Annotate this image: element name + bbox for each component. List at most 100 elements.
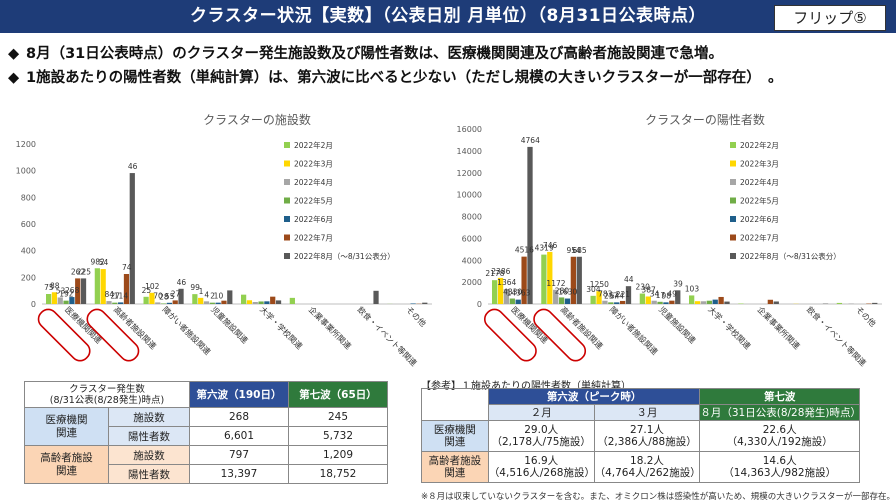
- y-tick-label: 8000: [462, 213, 482, 222]
- bar: [521, 256, 527, 304]
- table2-sub-mar: ３月: [593, 404, 701, 421]
- bar: [608, 302, 614, 304]
- data-label: 14363: [507, 289, 531, 298]
- x-tick-label: 障がい者施設関連: [160, 304, 212, 356]
- table1-header-line1: クラスター発生数: [69, 383, 145, 395]
- bar: [80, 278, 87, 304]
- bar: [106, 301, 112, 304]
- bar: [675, 290, 681, 304]
- table1-cell: 1,209: [288, 445, 388, 465]
- data-label: 2386: [491, 267, 510, 276]
- table1-cell: 13,397: [189, 464, 289, 484]
- data-label: 1364: [497, 278, 516, 287]
- y-tick-label: 600: [21, 220, 36, 229]
- page-title: クラスター状況【実数】（公表日別 月単位）（8月31日公表時点）: [189, 6, 707, 26]
- data-label: 4319: [535, 244, 554, 253]
- table2-cell: 14.6人 （14,363人/982施設）: [699, 451, 860, 483]
- bar: [590, 295, 596, 304]
- y-tick-label: 800: [21, 193, 36, 202]
- table1-cell: 245: [288, 407, 388, 427]
- legend-swatch: [730, 160, 736, 167]
- bar: [651, 300, 657, 304]
- data-label: 54: [99, 258, 109, 267]
- table1-col-wave6: 第六波（190日）: [189, 381, 289, 408]
- x-tick-label: 企業事業所関連: [755, 304, 802, 351]
- table1-cell: 797: [189, 445, 289, 465]
- table2-group-medical: 医療機関 関連: [421, 420, 489, 452]
- bar: [773, 301, 779, 304]
- legend-swatch: [284, 216, 290, 222]
- table1-metric: 施設数: [108, 407, 190, 427]
- data-label: 1630: [558, 288, 577, 297]
- cell-main: 22.6人: [762, 424, 797, 436]
- group-line1: 高齢者施設: [40, 451, 93, 464]
- table1-cell: 6,601: [189, 426, 289, 446]
- y-tick-label: 10000: [457, 191, 482, 200]
- bar: [129, 173, 135, 304]
- y-tick-label: 4000: [462, 256, 482, 265]
- bar: [625, 286, 632, 304]
- group-line2: 関連: [56, 464, 77, 477]
- data-label: 46: [128, 162, 138, 171]
- table1-header-label: クラスター発生数 (8/31公表(8/28発生)時点): [24, 381, 190, 408]
- bar: [410, 303, 416, 304]
- data-label: 75: [44, 283, 54, 292]
- legend-swatch: [730, 253, 736, 259]
- legend-label: 2022年5月: [740, 196, 779, 206]
- data-label: 4764: [521, 136, 540, 145]
- data-label: 1172: [546, 279, 565, 288]
- header-bar: [0, 0, 896, 33]
- table2-cell: 22.6人 （4,330人/192施設）: [699, 420, 860, 452]
- bar: [570, 256, 577, 304]
- bar: [718, 296, 724, 304]
- data-label: 53: [56, 286, 66, 295]
- x-tick-label: 大学・学校関連: [258, 304, 305, 351]
- bar: [602, 300, 608, 304]
- bar: [669, 300, 675, 304]
- table1-group-medical: 医療機関 関連: [24, 407, 109, 446]
- bar: [46, 294, 52, 304]
- cluster-count-table: クラスター発生数 (8/31公表(8/28発生)時点) 第六波（190日） 第七…: [24, 381, 388, 484]
- y-tick-label: 200: [21, 273, 36, 282]
- bar: [69, 297, 75, 304]
- x-tick-label: 企業事業所関連: [307, 304, 354, 351]
- table2-sub-feb: ２月: [487, 404, 595, 421]
- data-label: 27: [171, 289, 181, 298]
- legend-label: 2022年8月（～8/31公表分）: [740, 251, 841, 261]
- bar: [246, 300, 253, 304]
- table1-col-wave7: 第七波（65日）: [288, 381, 388, 408]
- data-label: 103: [685, 284, 700, 293]
- bullet-2: ◆ 1施設あたりの陽性者数（単純計算）は、第六波に比べると少ない（ただし規模の大き…: [8, 66, 783, 87]
- table2-cell: 29.0人 （2,178人/75施設）: [487, 420, 595, 452]
- data-label: 55: [165, 292, 175, 301]
- bar: [706, 300, 712, 304]
- bar: [836, 302, 843, 304]
- legend-label: 2022年2月: [294, 140, 333, 150]
- bar: [576, 256, 582, 304]
- data-label: 268: [65, 286, 80, 295]
- x-tick-label: 障がい者施設関連: [608, 304, 660, 356]
- bar: [558, 297, 565, 304]
- table2-sub-aug: ８月（31日公表(8/28発生)時点）: [699, 404, 861, 421]
- bar: [694, 301, 701, 304]
- y-tick-label: 12000: [457, 169, 482, 178]
- cell-main: 16.9人: [524, 455, 559, 467]
- bar: [596, 291, 602, 304]
- table1-cell: 18,752: [288, 464, 388, 484]
- bar: [94, 268, 100, 304]
- bar: [51, 292, 58, 304]
- legend-label: 2022年5月: [294, 196, 333, 206]
- table2-cell: 27.1人 （2,386人/88施設）: [593, 420, 701, 452]
- y-tick-label: 1200: [16, 140, 36, 149]
- data-label: 28: [159, 292, 169, 301]
- data-label: 262: [71, 267, 86, 276]
- bullet-1: ◆ 8月（31日公表時点）のクラスター発生施設数及び陽性者数は、医療機関関連及び高…: [8, 42, 723, 63]
- table2-col-wave6: 第六波（ピーク時）: [487, 388, 701, 405]
- data-label: 39: [673, 279, 683, 288]
- data-label: 4516: [515, 246, 534, 255]
- bar: [166, 302, 173, 304]
- group-line1: 医療機関: [45, 413, 88, 426]
- data-label: 34: [650, 290, 660, 299]
- bar: [198, 297, 204, 304]
- bar: [872, 302, 878, 304]
